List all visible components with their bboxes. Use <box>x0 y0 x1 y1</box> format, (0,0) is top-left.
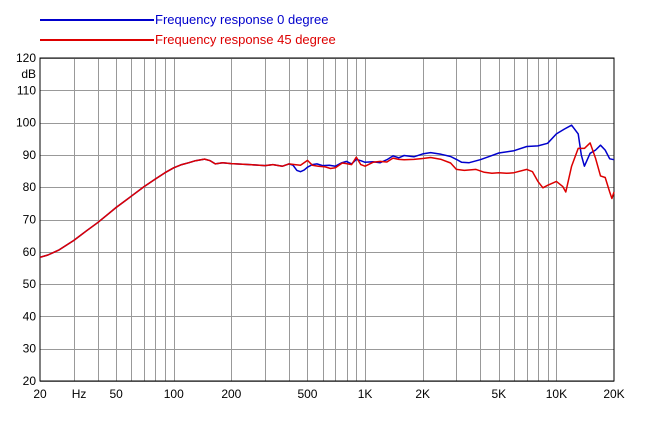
x-tick-label: 10K <box>546 387 567 401</box>
x-tick-label: 5K <box>491 387 506 401</box>
y-tick-label: 60 <box>23 245 37 259</box>
x-tick-label: 200 <box>221 387 241 401</box>
y-tick-label: 90 <box>23 148 37 162</box>
x-tick-label: 20 <box>33 387 47 401</box>
y-tick-label: 100 <box>16 116 36 130</box>
legend: Frequency response 0 degree Frequency re… <box>40 12 336 47</box>
y-axis-ticks: 120 110 100 90 80 70 60 50 40 30 20 <box>16 51 36 388</box>
y-tick-label: 50 <box>23 277 37 291</box>
chart-grid <box>40 58 614 382</box>
legend-label-0-degree: Frequency response 0 degree <box>155 12 328 27</box>
y-tick-label: 110 <box>17 83 36 97</box>
y-tick-label: 40 <box>23 309 37 323</box>
x-tick-label: 500 <box>297 387 317 401</box>
x-tick-label: 2K <box>415 387 430 401</box>
y-tick-label: 70 <box>23 213 37 227</box>
legend-label-45-degree: Frequency response 45 degree <box>155 32 336 47</box>
y-tick-label: 120 <box>16 51 36 65</box>
x-tick-label: 100 <box>164 387 184 401</box>
series-line-1 <box>39 142 615 259</box>
y-axis-label: dB <box>21 67 36 81</box>
y-tick-label: 20 <box>23 374 37 388</box>
series-lines <box>39 124 615 259</box>
y-tick-label: 30 <box>23 342 37 356</box>
x-axis-unit-label: Hz <box>72 387 87 401</box>
x-axis-ticks: 20 50 100 200 500 1K 2K 5K 10K 20K <box>33 387 624 401</box>
y-tick-label: 80 <box>23 180 37 194</box>
plot-border <box>39 57 615 382</box>
x-tick-label: 50 <box>109 387 123 401</box>
plot-frame <box>39 57 615 382</box>
x-tick-label: 1K <box>358 387 373 401</box>
x-tick-label: 20K <box>603 387 624 401</box>
